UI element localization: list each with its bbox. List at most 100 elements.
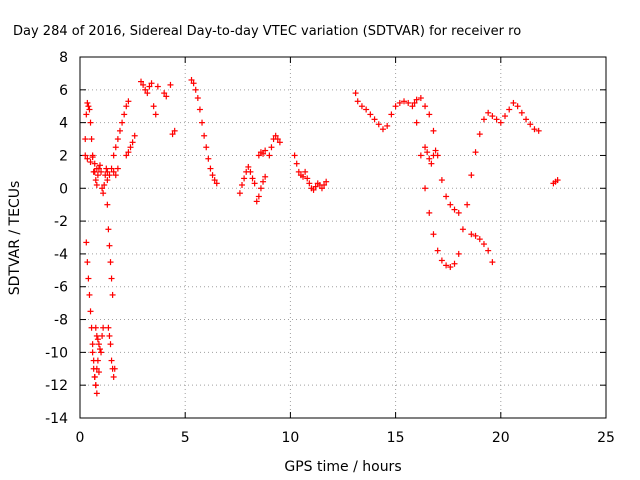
data-point: [127, 144, 134, 151]
data-point: [114, 136, 121, 143]
data-point: [121, 111, 128, 118]
data-point: [125, 149, 132, 156]
data-point: [363, 106, 370, 113]
data-point: [105, 324, 112, 331]
data-point: [106, 172, 113, 179]
data-point: [129, 139, 136, 146]
data-point: [91, 168, 98, 175]
data-point: [506, 106, 513, 113]
data-point: [190, 80, 197, 87]
data-point: [422, 144, 429, 151]
data-point: [255, 152, 262, 159]
data-point: [82, 152, 89, 159]
data-point: [131, 132, 138, 139]
data-point: [459, 226, 466, 233]
data-point: [468, 231, 475, 238]
data-point: [260, 150, 267, 157]
y-tick-label: 6: [59, 83, 68, 99]
data-point: [438, 257, 445, 264]
data-point: [451, 206, 458, 213]
data-point: [422, 103, 429, 110]
x-tick-label: 5: [181, 430, 190, 446]
data-point: [194, 95, 201, 102]
data-point: [480, 241, 487, 248]
data-point: [108, 275, 115, 282]
data-point: [163, 93, 170, 100]
x-axis-label: GPS time / hours: [284, 459, 401, 475]
data-point: [268, 144, 275, 151]
data-point: [464, 201, 471, 208]
data-point: [144, 90, 151, 97]
data-point: [161, 90, 168, 97]
y-tick-label: 0: [59, 181, 68, 197]
data-point: [255, 193, 262, 200]
data-point: [138, 78, 145, 85]
y-tick-label: -2: [54, 214, 68, 230]
data-point: [201, 132, 208, 139]
data-point: [434, 247, 441, 254]
data-point: [96, 346, 103, 353]
data-point: [260, 178, 267, 185]
data-point: [262, 173, 269, 180]
data-point: [443, 193, 450, 200]
data-point: [295, 168, 302, 175]
data-point: [451, 260, 458, 267]
data-point: [85, 275, 92, 282]
data-point: [468, 172, 475, 179]
plot-area: [79, 56, 607, 419]
data-point: [371, 116, 378, 123]
data-point: [125, 98, 132, 105]
data-point: [497, 119, 504, 126]
data-point: [82, 136, 89, 143]
data-point: [98, 168, 105, 175]
data-point: [352, 90, 359, 97]
data-point: [300, 173, 307, 180]
x-tick-label: 0: [76, 430, 85, 446]
data-point: [91, 160, 98, 167]
data-point: [422, 185, 429, 192]
data-point: [84, 99, 91, 106]
data-point: [379, 126, 386, 133]
data-point: [104, 177, 111, 184]
data-point: [91, 373, 98, 380]
data-point: [554, 177, 561, 184]
data-point: [262, 147, 269, 154]
data-point: [312, 183, 319, 190]
data-point: [207, 165, 214, 172]
data-point: [523, 116, 530, 123]
data-point: [405, 99, 412, 106]
data-point: [417, 152, 424, 159]
data-point: [257, 185, 264, 192]
chart-title: Day 284 of 2016, Sidereal Day-to-day VTE…: [13, 24, 521, 39]
y-tick-label: -12: [45, 378, 68, 394]
data-point: [116, 127, 123, 134]
data-point: [274, 136, 281, 143]
data-point: [106, 332, 113, 339]
data-point: [87, 308, 94, 315]
data-point: [518, 109, 525, 116]
data-point: [152, 111, 159, 118]
data-point: [93, 390, 100, 397]
data-point: [438, 177, 445, 184]
data-point: [485, 247, 492, 254]
data-point: [266, 152, 273, 159]
data-point: [150, 103, 157, 110]
axis-ticks: 0 5 10 15 20 25 -14 -12 -10 -8 -6 -4 -2 0 2 4 6 8: [45, 50, 615, 446]
data-point: [476, 236, 483, 243]
data-point: [94, 336, 101, 343]
data-point: [107, 341, 114, 348]
data-point: [99, 185, 106, 192]
data-point: [392, 103, 399, 110]
data-point: [85, 103, 92, 110]
data-point: [93, 332, 100, 339]
data-point: [510, 99, 517, 106]
data-point: [430, 127, 437, 134]
data-point: [96, 162, 103, 169]
data-point: [306, 180, 313, 187]
data-point: [171, 127, 178, 134]
data-point: [142, 86, 149, 93]
data-point: [447, 201, 454, 208]
x-tick-label: 15: [387, 430, 405, 446]
data-point: [527, 121, 534, 128]
data-point: [426, 155, 433, 162]
